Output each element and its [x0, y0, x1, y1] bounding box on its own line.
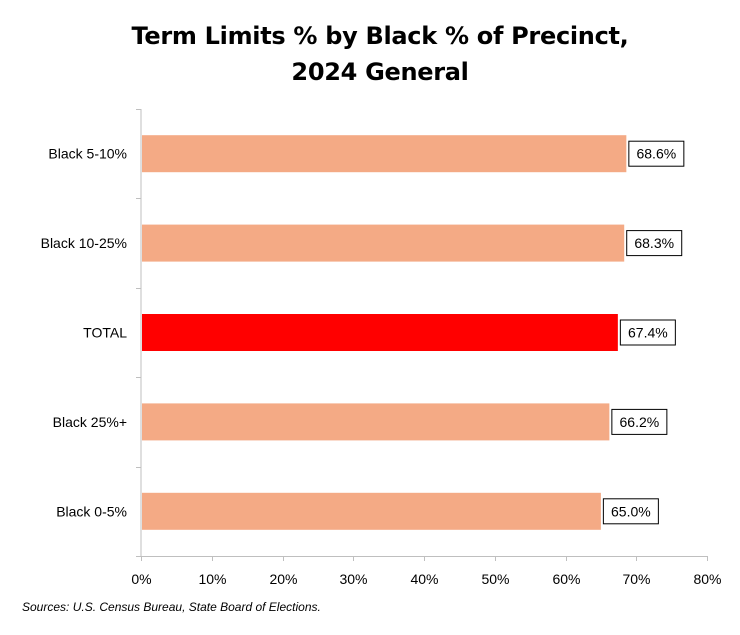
chart-title: Term Limits % by Black % of Precinct, 20… [0, 18, 740, 90]
x-tick-label: 70% [622, 571, 650, 587]
data-label-box [626, 230, 683, 257]
chart-title-line-1: Term Limits % by Black % of Precinct, [131, 22, 629, 50]
bar [142, 492, 601, 530]
data-label-box [602, 498, 659, 525]
category-label: Black 0-5% [56, 503, 127, 519]
category-label: Black 10-25% [41, 235, 127, 251]
data-label: 68.3% [634, 235, 674, 251]
data-label-box [619, 319, 676, 346]
data-label-box [611, 408, 668, 435]
x-tick-label: 60% [552, 571, 580, 587]
x-tick-label: 10% [198, 571, 226, 587]
x-tick-label: 20% [269, 571, 297, 587]
bar [142, 135, 627, 173]
x-tick-label: 40% [410, 571, 438, 587]
source-note: Sources: U.S. Census Bureau, State Board… [22, 600, 321, 614]
data-label-box [628, 140, 685, 167]
data-label: 67.4% [628, 325, 668, 341]
data-label: 65.0% [611, 503, 651, 519]
data-label: 68.6% [636, 146, 676, 162]
x-tick-label: 0% [131, 571, 151, 587]
bar [142, 314, 618, 351]
x-tick-label: 30% [339, 571, 367, 587]
x-tick-label: 50% [481, 571, 509, 587]
chart-title-line-2: 2024 General [291, 58, 469, 86]
category-label: Black 25%+ [53, 414, 127, 430]
bar [142, 224, 625, 262]
x-tick-label: 80% [693, 571, 721, 587]
bar [142, 403, 610, 441]
category-label: Black 5-10% [48, 146, 127, 162]
category-label: TOTAL [83, 325, 127, 341]
data-label: 66.2% [620, 414, 660, 430]
